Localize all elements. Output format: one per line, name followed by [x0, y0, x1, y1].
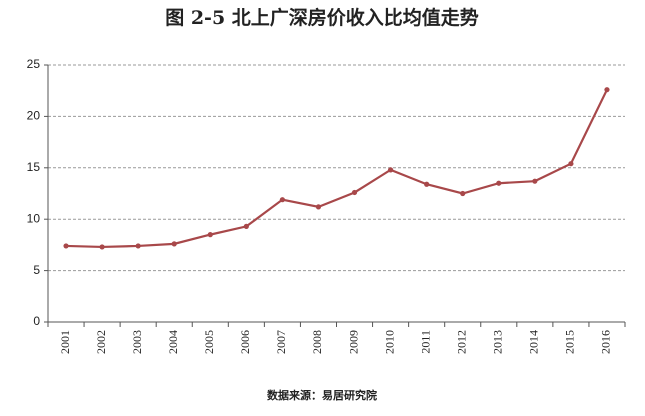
marker	[460, 190, 466, 197]
x-tick-label: 2006	[238, 330, 252, 354]
marker	[63, 243, 69, 249]
x-tick-label: 2001	[58, 330, 72, 354]
x-tick-label: 2009	[346, 330, 360, 354]
marker	[568, 161, 574, 167]
x-tick-label: 2008	[310, 330, 324, 354]
marker	[604, 87, 610, 93]
marker	[496, 180, 502, 186]
x-tick-label: 2013	[491, 330, 505, 354]
x-tick-label: 2002	[94, 330, 108, 354]
marker	[351, 189, 358, 196]
marker	[315, 204, 322, 210]
marker	[424, 181, 430, 187]
marker	[171, 241, 177, 247]
x-tick-label: 2005	[202, 330, 216, 354]
y-tick-label: 15	[27, 160, 41, 174]
marker	[279, 197, 286, 203]
x-tick-label: 2012	[454, 330, 468, 354]
x-tick-label: 2010	[382, 330, 396, 354]
y-tick-label: 0	[33, 314, 40, 328]
marker	[532, 178, 538, 184]
marker	[99, 244, 105, 250]
x-tick-label: 2003	[130, 330, 144, 354]
x-tick-label: 2007	[274, 330, 288, 354]
x-tick-label: 2014	[527, 330, 541, 354]
x-tick-label: 2016	[599, 330, 613, 354]
x-tick-label: 2011	[418, 330, 432, 354]
y-tick-label: 25	[27, 57, 41, 71]
marker	[243, 223, 249, 229]
y-tick-label: 20	[27, 109, 41, 123]
line	[65, 89, 608, 249]
y-tick-label: 5	[33, 263, 40, 277]
marker	[135, 243, 141, 249]
chart-title: 图 2-5 北上广深房价收入比均值走势	[165, 6, 479, 29]
source-note: 数据来源：易居研究院	[267, 388, 377, 402]
marker	[387, 167, 394, 173]
x-tick-label: 2015	[563, 330, 577, 354]
x-tick-label: 2004	[166, 330, 180, 354]
y-tick-label: 10	[27, 211, 41, 225]
marker	[207, 232, 213, 238]
